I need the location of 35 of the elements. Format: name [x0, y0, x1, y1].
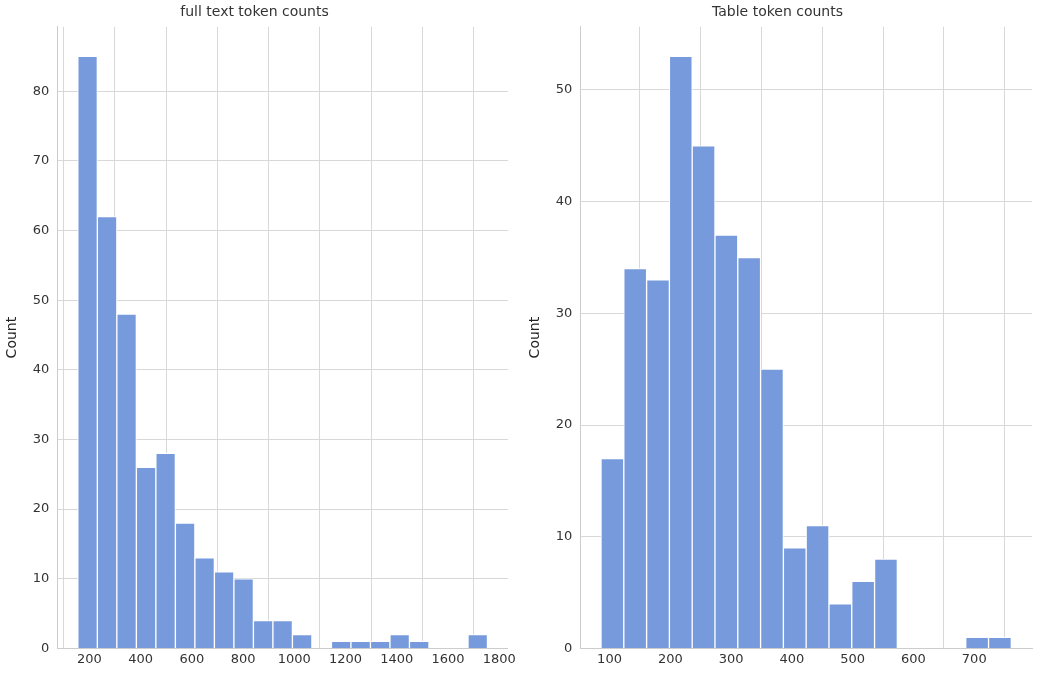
y-tick-label: 30	[555, 304, 573, 320]
y-tick-label: 20	[555, 416, 573, 432]
x-tick-label: 500	[840, 650, 866, 666]
chart-title: Table token counts	[710, 3, 844, 20]
x-tick-label: 800	[230, 650, 256, 666]
y-tick-label: 50	[555, 81, 573, 97]
y-tick-label: 50	[32, 291, 50, 307]
x-tick-label: 100	[597, 650, 622, 666]
x-tick-label: 1600	[431, 650, 465, 666]
chart-title: full text token counts	[180, 3, 329, 20]
y-tick-label: 40	[32, 361, 50, 377]
y-tick-label: 40	[555, 192, 573, 208]
x-tick-label: 1800	[482, 650, 516, 666]
x-tick-label: 400	[779, 650, 805, 666]
y-tick-label: 10	[555, 528, 573, 544]
x-tick-label: 200	[657, 650, 683, 666]
y-tick-label: 10	[32, 570, 50, 586]
y-tick-label: 0	[41, 639, 50, 655]
x-tick-label: 700	[961, 650, 987, 666]
x-tick-label: 400	[128, 650, 154, 666]
y-tick-label: 60	[32, 221, 50, 237]
y-tick-label: 20	[32, 500, 50, 516]
x-tick-label: 1200	[329, 650, 363, 666]
y-tick-label: 70	[32, 152, 50, 168]
y-axis-title: Count	[526, 316, 543, 359]
y-axis-title: Count	[3, 316, 20, 359]
x-tick-label: 1000	[277, 650, 311, 666]
y-tick-label: 80	[32, 82, 50, 98]
x-tick-label: 600	[179, 650, 205, 666]
x-tick-label: 300	[718, 650, 744, 666]
y-tick-label: 0	[564, 639, 573, 655]
y-tick-label: 30	[32, 430, 50, 446]
x-tick-label: 600	[901, 650, 926, 666]
x-tick-label: 200	[76, 650, 102, 666]
x-tick-label: 1400	[380, 650, 414, 666]
